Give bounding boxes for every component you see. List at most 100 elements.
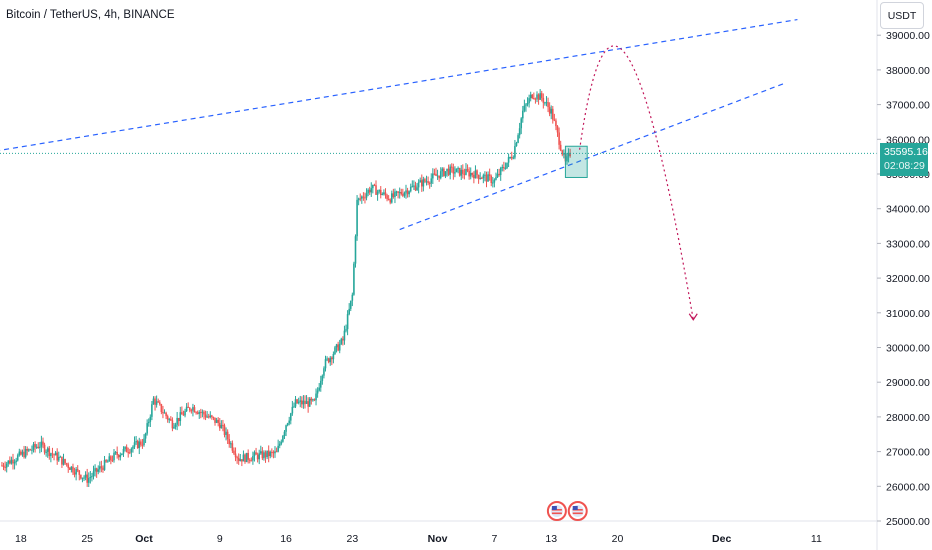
candle-body — [247, 452, 249, 460]
candle-body — [59, 456, 62, 458]
candle-body — [237, 457, 240, 461]
y-tick-label: 39000.00 — [886, 30, 930, 42]
candle-body — [432, 173, 434, 179]
candle-body — [406, 190, 409, 195]
flag-stripe — [551, 512, 562, 515]
x-tick-label: 18 — [15, 533, 27, 545]
candle-body — [34, 444, 36, 448]
candle-body — [427, 181, 429, 184]
candle-body — [558, 132, 560, 145]
candle-body — [368, 189, 371, 193]
candle-body — [67, 464, 70, 468]
candle-body — [144, 433, 147, 439]
candle-body — [256, 454, 259, 460]
candle-body — [514, 146, 516, 158]
candle-body — [258, 453, 261, 460]
us-flag-event-icon[interactable] — [567, 501, 588, 521]
x-tick-label: 9 — [217, 533, 223, 545]
candle-body — [252, 456, 254, 461]
candle-body — [5, 463, 8, 468]
candle-body — [192, 407, 194, 411]
candle-body — [215, 419, 218, 423]
candle-body — [305, 401, 308, 404]
x-tick-label: 25 — [81, 533, 93, 545]
y-tick-label: 31000.00 — [886, 308, 930, 320]
candle-body — [31, 449, 33, 451]
candle-body — [283, 431, 286, 436]
x-tick-label: 23 — [346, 533, 358, 545]
candle-body — [286, 423, 289, 426]
candle-body — [168, 419, 171, 421]
candle-body — [146, 423, 148, 434]
candle-body — [275, 451, 278, 453]
candle-body — [463, 173, 466, 175]
candle-body — [398, 192, 401, 194]
candle-body — [556, 126, 559, 133]
candle-body — [517, 135, 519, 143]
candle-body — [87, 478, 90, 483]
candle-body — [65, 463, 68, 465]
candle-body — [264, 452, 267, 458]
x-tick-label: 16 — [280, 533, 292, 545]
candle-body — [312, 399, 314, 401]
candle-body — [133, 442, 136, 447]
candle-body — [141, 444, 144, 446]
candle-body — [304, 400, 306, 404]
candle-body — [203, 411, 205, 415]
candle-body — [13, 461, 16, 464]
time-scale[interactable]: 18 25 Oct 9 16 23 Nov 7 13 20 Dec 11 — [15, 533, 822, 545]
economic-events[interactable] — [546, 501, 588, 521]
candle-body — [474, 170, 477, 179]
candle-body — [272, 452, 275, 454]
candle-body — [271, 451, 273, 453]
candle-body — [26, 449, 29, 451]
us-flag-event-icon[interactable] — [546, 501, 567, 521]
candle-body — [196, 412, 199, 414]
candle-body — [408, 191, 410, 195]
candle-body — [195, 412, 197, 414]
candle-body — [443, 168, 445, 176]
candle-body — [302, 400, 305, 405]
candle-body — [143, 438, 145, 446]
candle-body — [327, 358, 330, 363]
candle-body — [496, 173, 499, 178]
candle-body — [117, 455, 120, 458]
currency-button[interactable]: USDT — [880, 2, 924, 29]
candle-body — [375, 185, 377, 195]
candle-body — [138, 441, 141, 449]
candle-body — [537, 94, 540, 100]
candle-body — [351, 294, 354, 301]
candle-body — [365, 193, 368, 198]
candle-body — [345, 329, 347, 331]
projection-curve[interactable] — [579, 45, 694, 320]
candle-body — [89, 477, 92, 479]
candle-body — [103, 460, 106, 470]
candle-body — [282, 435, 284, 442]
candle-body — [9, 460, 11, 464]
candle-body — [476, 170, 478, 175]
candle-body — [473, 174, 475, 179]
candle-body — [392, 193, 395, 197]
candle-body — [53, 454, 55, 456]
chart-title: Bitcoin / TetherUS, 4h, BINANCE — [6, 9, 175, 21]
candle-body — [274, 451, 276, 454]
candle-body — [566, 156, 568, 162]
candle-body — [340, 338, 343, 344]
candle-body — [469, 172, 472, 177]
candle-body — [200, 412, 202, 414]
candle-body — [348, 308, 350, 315]
candle-body — [154, 398, 156, 405]
candle-body — [452, 167, 455, 174]
candle-body — [512, 157, 515, 159]
candle-body — [163, 412, 166, 414]
candle-body — [338, 343, 341, 351]
candle-body — [417, 182, 420, 188]
candle-body — [362, 196, 365, 198]
highlight-zone[interactable] — [564, 145, 588, 178]
candle-body — [569, 152, 571, 157]
trendline[interactable] — [0, 18, 798, 159]
candle-body — [526, 103, 529, 105]
candle-body — [301, 400, 303, 405]
candle-body — [253, 452, 256, 457]
